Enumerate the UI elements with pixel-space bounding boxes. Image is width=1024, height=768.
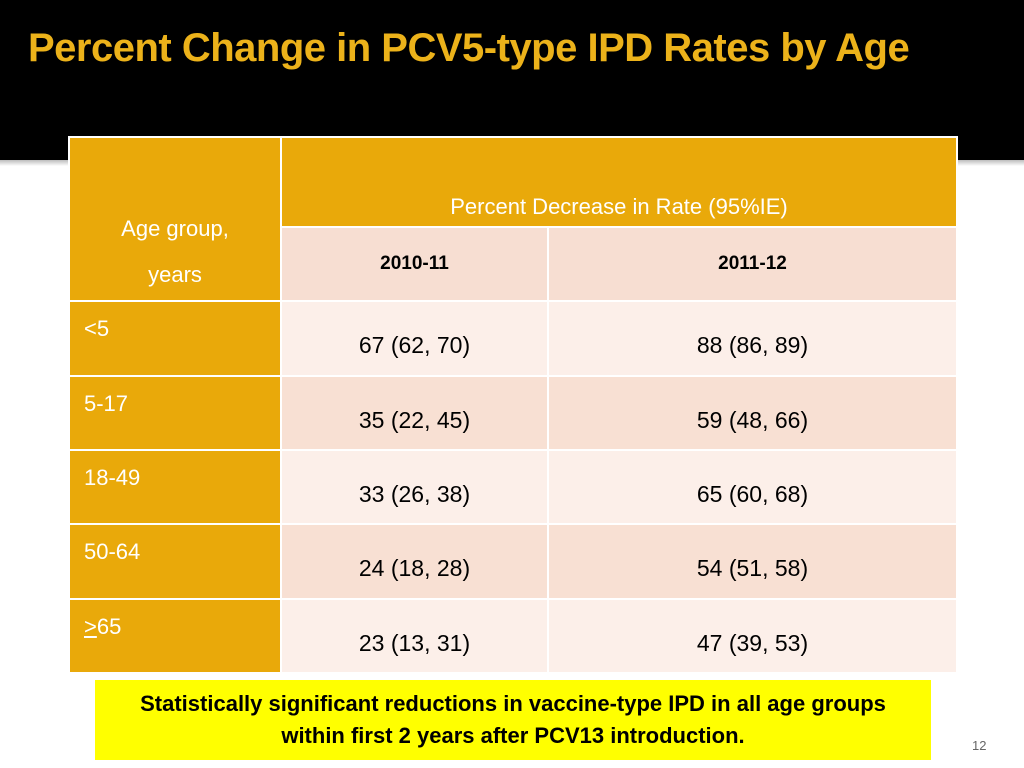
age-label: 18-49 xyxy=(84,465,141,490)
age-label: <5 xyxy=(84,316,110,341)
age-prefix: > xyxy=(84,614,97,639)
value-2010-11: 24 (18, 28) xyxy=(280,523,549,600)
value-2010-11: 33 (26, 38) xyxy=(280,449,549,525)
age-label: 65 xyxy=(96,614,122,639)
year-header-2010-11: 2010-11 xyxy=(280,226,549,302)
age-cell: 5-17 xyxy=(68,375,282,451)
table-row: 50-64 24 (18, 28) 54 (51, 58) xyxy=(68,523,958,600)
value-2011-12: 54 (51, 58) xyxy=(547,523,958,600)
value-2010-11: 23 (13, 31) xyxy=(280,598,549,674)
value-2011-12: 88 (86, 89) xyxy=(547,300,958,377)
age-group-header-line1: Age group, xyxy=(121,216,229,241)
age-label: 5-17 xyxy=(84,391,129,416)
age-cell: <5 xyxy=(68,300,282,377)
age-label: 50-64 xyxy=(84,539,141,564)
age-cell: >65 xyxy=(68,598,282,674)
title-band xyxy=(0,0,1024,160)
table-row: >65 23 (13, 31) 47 (39, 53) xyxy=(68,598,958,674)
summary-note: Statistically significant reductions in … xyxy=(95,680,931,760)
value-2011-12: 47 (39, 53) xyxy=(547,598,958,674)
value-2011-12: 59 (48, 66) xyxy=(547,375,958,451)
summary-note-text: Statistically significant reductions in … xyxy=(140,691,886,748)
year-header-2011-12: 2011-12 xyxy=(547,226,958,302)
value-2010-11: 67 (62, 70) xyxy=(280,300,549,377)
table-row: 5-17 35 (22, 45) 59 (48, 66) xyxy=(68,375,958,451)
age-group-header-line2: years xyxy=(148,262,202,287)
age-cell: 50-64 xyxy=(68,523,282,600)
percent-decrease-header: Percent Decrease in Rate (95%IE) xyxy=(280,136,958,228)
slide-number: 12 xyxy=(972,738,987,753)
data-table: Age group, years Percent Decrease in Rat… xyxy=(68,136,958,674)
slide-title: Percent Change in PCV5-type IPD Rates by… xyxy=(28,26,910,70)
value-2010-11: 35 (22, 45) xyxy=(280,375,549,451)
age-cell: 18-49 xyxy=(68,449,282,525)
table-row: <5 67 (62, 70) 88 (86, 89) xyxy=(68,300,958,377)
table-row: 18-49 33 (26, 38) 65 (60, 68) xyxy=(68,449,958,525)
value-2011-12: 65 (60, 68) xyxy=(547,449,958,525)
age-group-header: Age group, years xyxy=(68,136,282,302)
